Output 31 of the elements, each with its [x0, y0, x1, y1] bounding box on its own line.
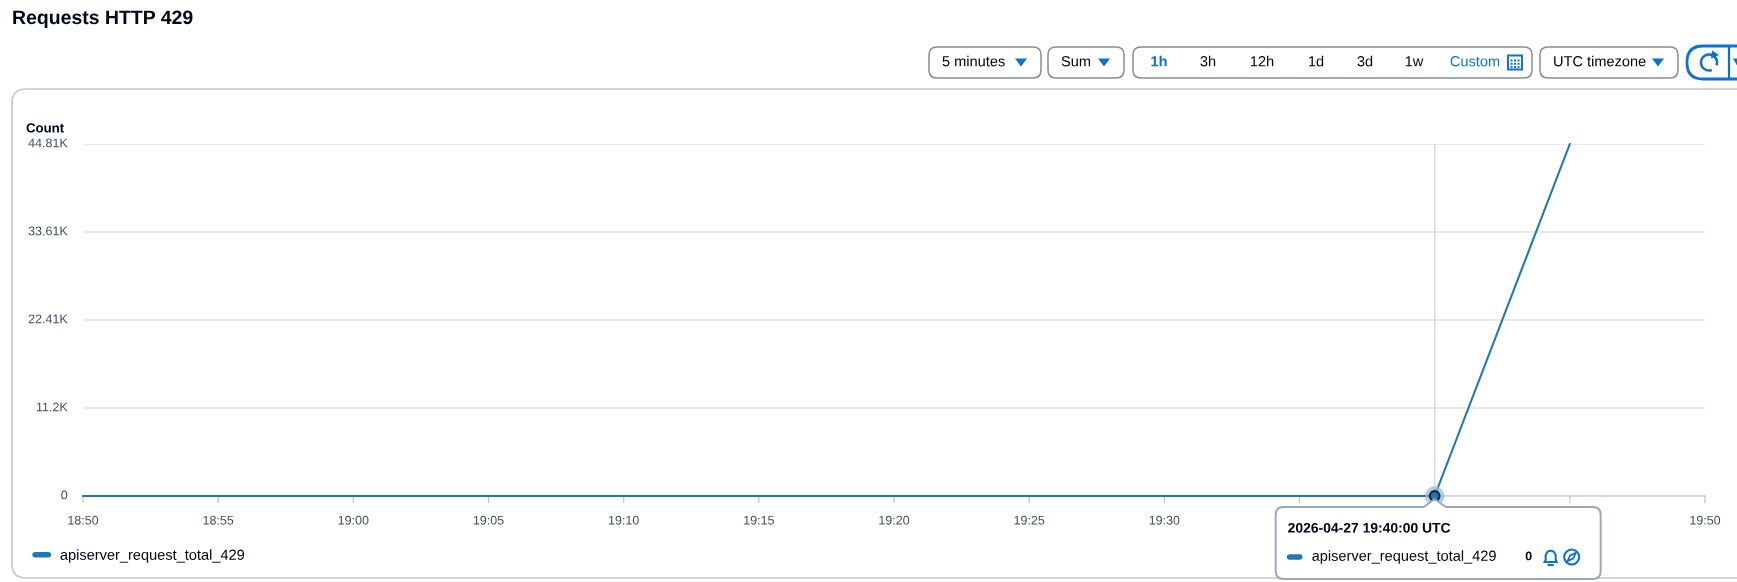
legend-label: apiserver_request_total_429: [60, 549, 245, 563]
text: 0: [1525, 551, 1532, 561]
text: 3d: [1357, 55, 1373, 67]
x-tick-label: 19:30: [1149, 515, 1180, 525]
x-tick-label: 19:20: [879, 515, 910, 525]
text: Custom: [1450, 56, 1500, 67]
text: apiserver_request_total_429: [1312, 550, 1496, 564]
x-tick-label: 19:10: [608, 515, 639, 525]
text: 1d: [1309, 55, 1324, 67]
y-tick-label: 0: [61, 490, 68, 500]
y-tick-label: 22.41K: [28, 314, 68, 324]
text: 12h: [1250, 55, 1274, 67]
x-tick-label: 19:50: [1690, 515, 1721, 525]
x-tick-label: 18:55: [203, 515, 234, 525]
x-tick-label: 18:50: [68, 515, 99, 525]
text: 1w: [1405, 56, 1424, 67]
y-tick-label: 44.81K: [28, 138, 68, 148]
text: 1h: [1151, 55, 1167, 67]
text: Sum: [1061, 56, 1091, 67]
annotation: 2026-04-27 19:40:00 UTC: [1288, 522, 1451, 533]
y-tick-label: 11.2K: [36, 402, 68, 412]
x-tick-label: 19:00: [338, 515, 369, 525]
text: 3h: [1200, 55, 1216, 67]
chart-title: Requests HTTP 429: [13, 10, 193, 29]
x-tick-label: 19:15: [744, 515, 774, 525]
y-tick-label: 33.61K: [28, 226, 68, 236]
text: UTC timezone: [1554, 55, 1646, 67]
y-axis-title: Count: [26, 123, 64, 133]
x-tick-label: 19:05: [473, 515, 504, 525]
text: 5 minutes: [942, 55, 1005, 67]
x-tick-label: 19:25: [1014, 515, 1045, 525]
